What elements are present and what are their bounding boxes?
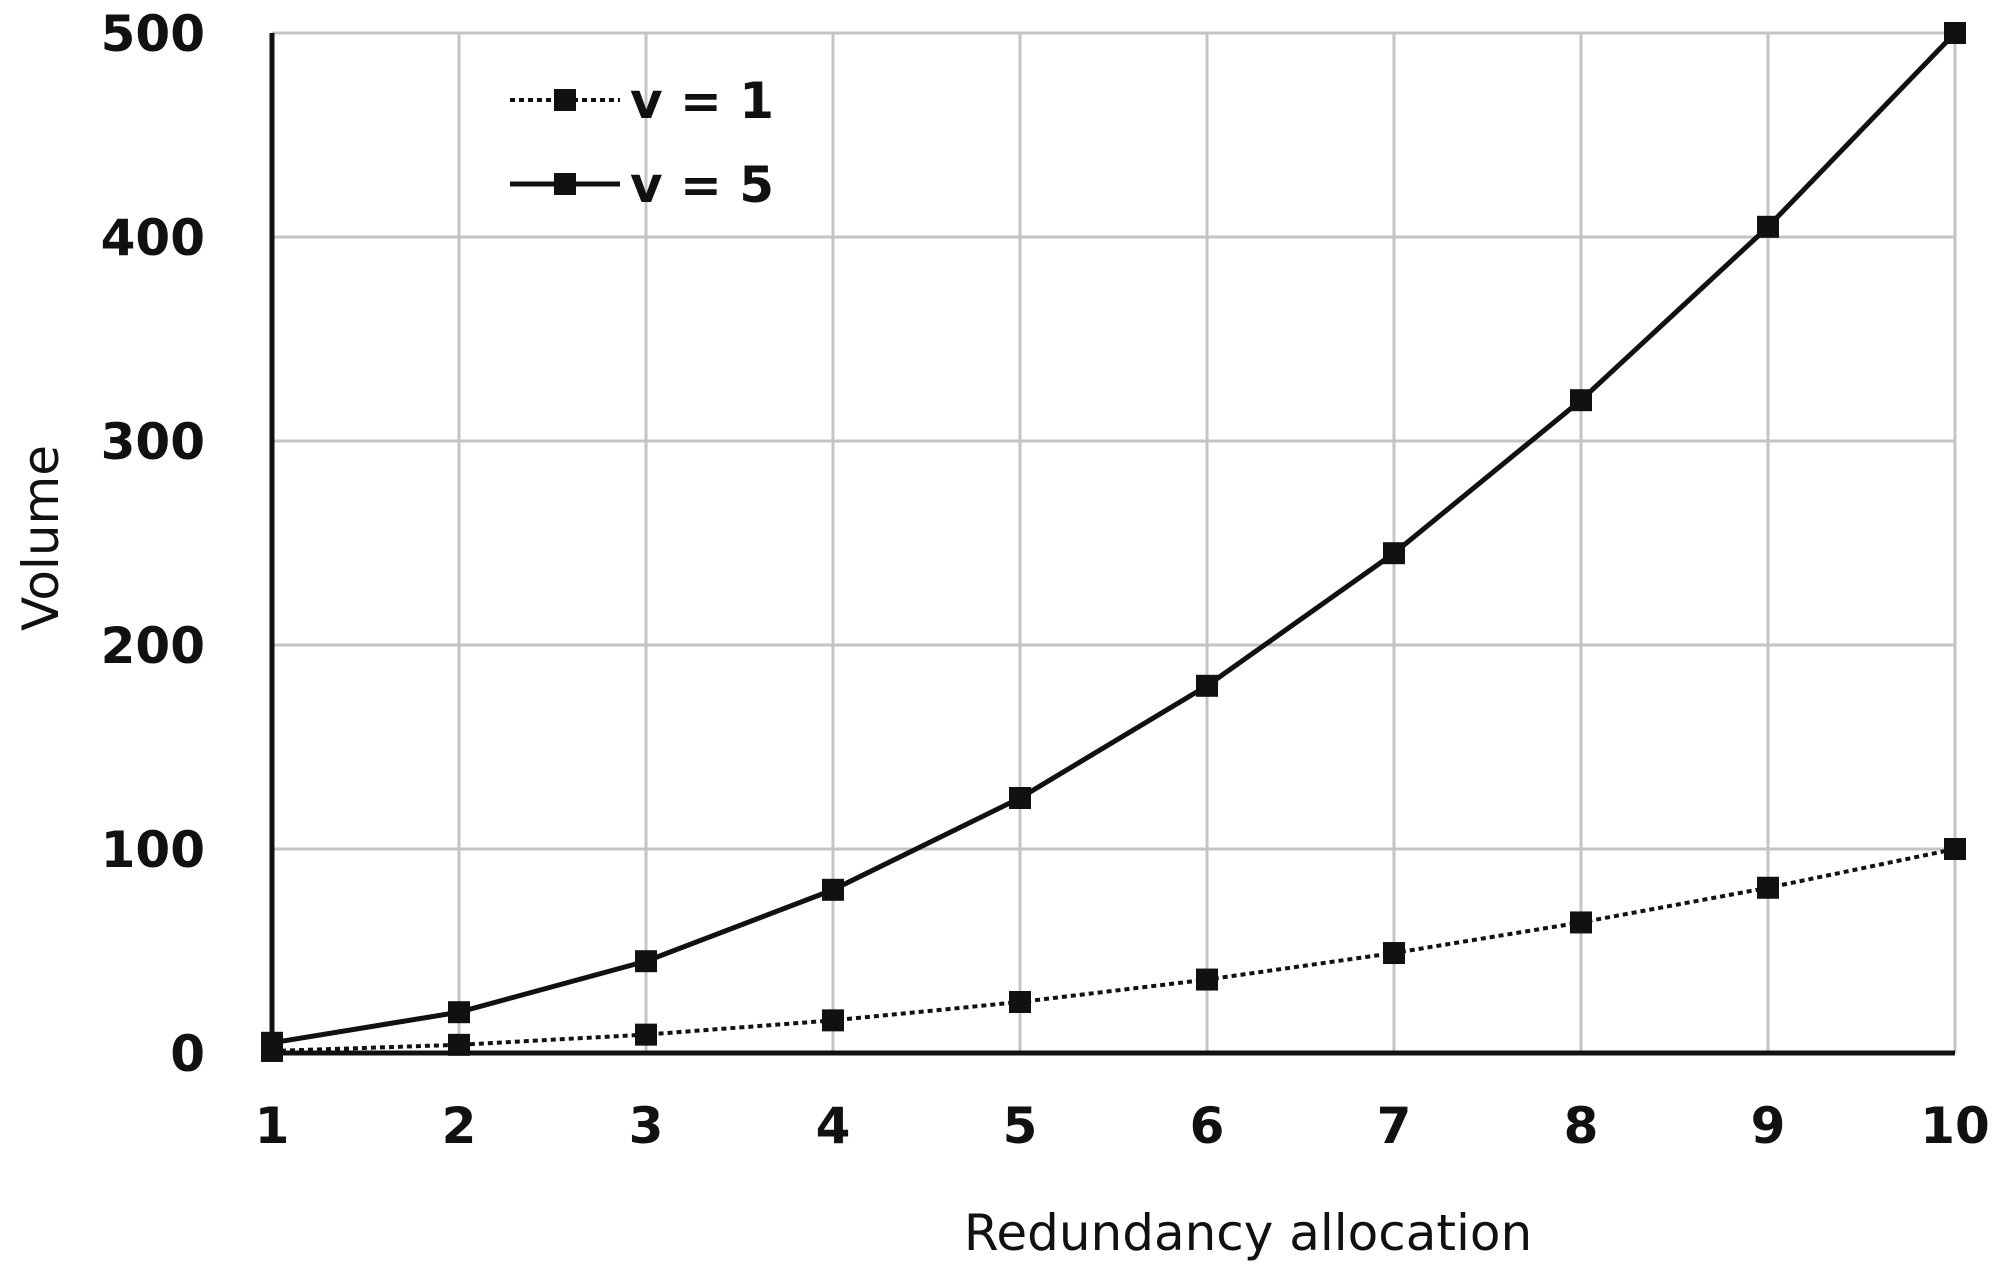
x-tick-label: 10 bbox=[1920, 1097, 1990, 1155]
legend-label-2: v = 5 bbox=[630, 156, 774, 214]
y-axis-title: Volume bbox=[12, 445, 70, 631]
y-tick-label: 0 bbox=[170, 1025, 205, 1083]
data-point bbox=[448, 1001, 470, 1024]
data-point bbox=[448, 1033, 470, 1056]
x-tick-label: 3 bbox=[629, 1097, 664, 1155]
data-point bbox=[1570, 911, 1592, 934]
y-tick-label: 300 bbox=[101, 413, 205, 471]
data-point bbox=[1944, 22, 1966, 44]
legend-label-1: v = 1 bbox=[630, 72, 774, 130]
axes bbox=[269, 33, 1955, 1056]
data-point bbox=[1196, 674, 1218, 697]
legend-marker bbox=[554, 89, 576, 111]
y-tick-label: 500 bbox=[101, 5, 205, 63]
y-tick-label: 100 bbox=[101, 821, 205, 879]
x-tick-label: 6 bbox=[1190, 1097, 1225, 1155]
series-group bbox=[261, 22, 1966, 1062]
data-point bbox=[1009, 991, 1031, 1013]
data-point bbox=[1570, 389, 1592, 412]
series-line-2 bbox=[271, 31, 1957, 1046]
data-point bbox=[635, 1023, 657, 1046]
x-tick-label: 1 bbox=[255, 1097, 290, 1155]
series-line-1 bbox=[271, 847, 1956, 1053]
data-point bbox=[1944, 838, 1966, 860]
y-tick-label: 200 bbox=[101, 617, 205, 675]
legend: v = 1 v = 5 bbox=[510, 72, 774, 214]
x-tick-label: 8 bbox=[1564, 1097, 1599, 1155]
data-point bbox=[1383, 542, 1405, 565]
x-axis-title: Redundancy allocation bbox=[964, 1204, 1532, 1262]
data-point bbox=[822, 878, 844, 901]
x-tick-label: 7 bbox=[1377, 1097, 1412, 1155]
data-point bbox=[822, 1009, 844, 1032]
data-point bbox=[1757, 876, 1779, 899]
data-point bbox=[635, 950, 657, 973]
x-tick-label: 2 bbox=[442, 1097, 477, 1155]
data-point bbox=[1757, 215, 1779, 238]
y-tick-label: 400 bbox=[101, 209, 205, 267]
legend-marker bbox=[554, 173, 576, 195]
data-point bbox=[1383, 942, 1405, 965]
x-tick-label: 4 bbox=[816, 1097, 851, 1155]
x-tick-label: 9 bbox=[1751, 1097, 1786, 1155]
x-tick-label: 5 bbox=[1003, 1097, 1038, 1155]
data-point bbox=[261, 1031, 283, 1054]
data-point bbox=[1009, 787, 1031, 809]
data-point bbox=[1196, 968, 1218, 991]
